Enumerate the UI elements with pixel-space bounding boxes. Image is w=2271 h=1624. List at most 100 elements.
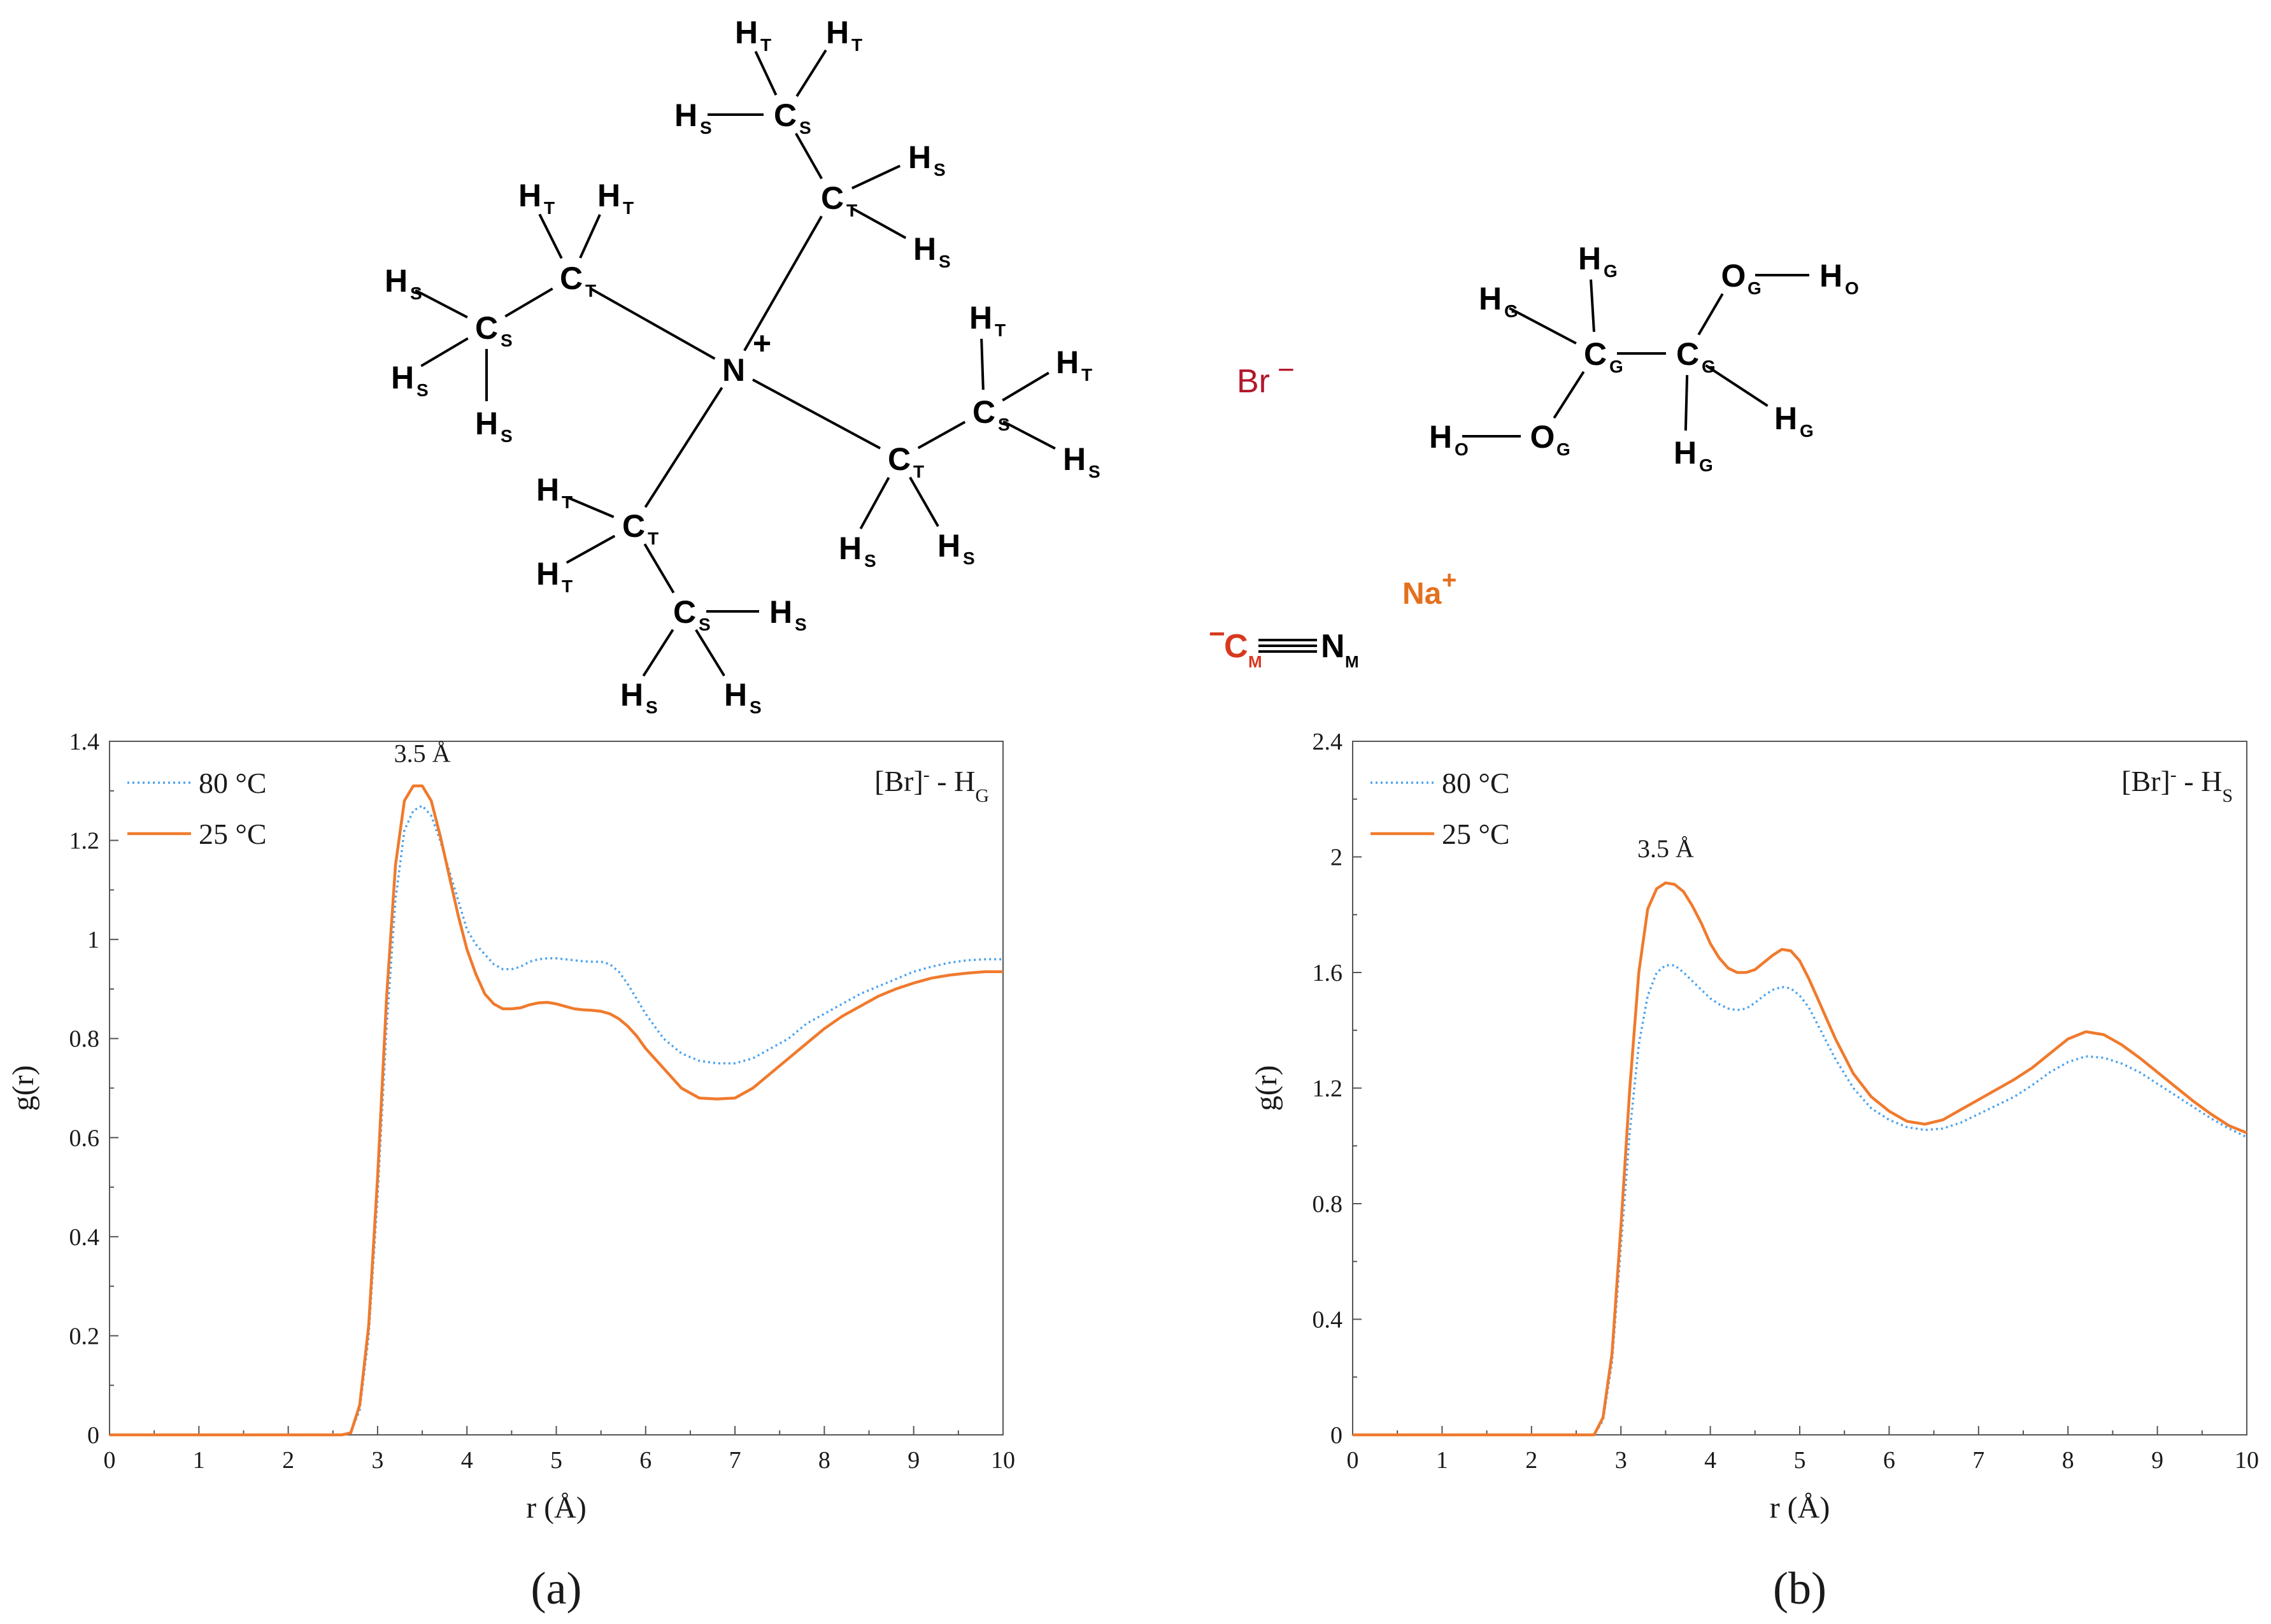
title-superscript: -	[2170, 764, 2177, 785]
title-superscript: -	[923, 764, 930, 785]
atom-symbol: H	[597, 178, 620, 213]
tetraethylammonium-cation: NC TC SH T H TH SH SH SC TC SH T H TH SH SH SC TC SH TH TH SH…	[385, 15, 1100, 717]
atom-symbol: H	[913, 231, 936, 267]
atom-subscript: S	[410, 283, 422, 303]
atom-subscript: G	[1748, 278, 1762, 298]
y-tick-label: 1.4	[69, 729, 100, 755]
y-tick-label: 0.4	[69, 1224, 100, 1251]
atom-symbol: H	[839, 531, 862, 566]
atom-subscript: S	[934, 160, 946, 180]
atom-subscript: S	[501, 331, 513, 350]
atom-subscript: T	[846, 201, 857, 220]
sodium-ion: Na +	[1402, 566, 1456, 611]
atom-symbol: H	[391, 360, 414, 395]
atom-symbol: C	[560, 260, 583, 296]
panel-label: (b)	[1773, 1563, 1826, 1614]
atom-subscript: G	[1504, 301, 1518, 321]
atom-symbol: O	[1530, 419, 1555, 455]
bond-line	[579, 214, 601, 259]
chart-panel-b: 0 1 2 3 4 5 6 7 8 9 10 0 0.4 0.8 1.2 1.6 2 2.4 r (Å) g(r) (b…	[1249, 729, 2259, 1614]
atom-symbol: H	[674, 97, 697, 133]
bond-line	[567, 496, 615, 518]
atom-symbol: H	[1056, 345, 1079, 380]
cyanide-nitrogen: N	[1321, 628, 1345, 665]
cyanide-charge: −	[1209, 618, 1225, 650]
atom-symbol: H	[385, 263, 408, 299]
y-tick-label: 1.2	[1313, 1076, 1343, 1102]
atom-symbol: C	[1676, 336, 1699, 372]
cyanide-carbon-subscript: M	[1248, 652, 1262, 671]
x-tick-label: 5	[1794, 1447, 1806, 1474]
sodium-charge: +	[1442, 566, 1456, 594]
atom-subscript: G	[1604, 261, 1618, 281]
atom-subscript: T	[562, 576, 573, 596]
atom-subscript: T	[585, 281, 596, 301]
atom-symbol: H	[518, 178, 541, 213]
x-tick-label: 3	[371, 1447, 383, 1474]
atom-symbol: H	[724, 677, 747, 713]
atom-symbol: H	[1429, 419, 1452, 455]
bond-line	[538, 213, 563, 259]
atom-subscript: T	[544, 198, 555, 218]
atom-symbol: H	[1674, 435, 1697, 471]
y-tick-label: 1.6	[1313, 960, 1343, 987]
y-tick-label: 0	[87, 1422, 99, 1449]
peak-annotation: 3.5 Å	[394, 739, 451, 767]
x-tick-label: 2	[1525, 1447, 1537, 1474]
atom-subscript: G	[1699, 455, 1713, 475]
x-tick-label: 1	[1436, 1447, 1448, 1474]
atom-symbol: H	[536, 472, 559, 508]
x-tick-label: 7	[729, 1447, 741, 1474]
x-axis-label: r (Å)	[526, 1491, 587, 1525]
series-line-80c	[1353, 964, 2247, 1436]
atom-subscript: T	[760, 35, 771, 55]
y-tick-label: 0.8	[69, 1026, 100, 1053]
atom-subscript: O	[1845, 278, 1859, 298]
atom-symbol: H	[1479, 281, 1502, 317]
bond-line	[980, 338, 985, 390]
x-tick-label: 8	[2062, 1447, 2074, 1474]
atom-subscript: S	[700, 118, 712, 138]
bond-line	[859, 476, 890, 530]
atom-symbol: C	[622, 508, 645, 544]
atom-symbol: H	[908, 139, 931, 175]
bond-line	[851, 164, 901, 190]
cation-charge: +	[753, 325, 771, 361]
cyanide-carbon: C	[1224, 628, 1248, 665]
cyanide-ion: −C M N M	[1209, 618, 1359, 671]
x-tick-label: 5	[550, 1447, 562, 1474]
atom-symbol: C	[774, 97, 797, 133]
x-tick-label: 0	[104, 1447, 116, 1474]
atom-symbol: H	[969, 300, 992, 336]
bond-line	[642, 629, 674, 677]
bond-line	[1002, 420, 1056, 450]
bond-line	[1509, 307, 1577, 345]
atom-subscript: T	[851, 35, 862, 55]
atom-symbol: H	[1819, 258, 1842, 294]
atom-symbol: H	[536, 556, 559, 592]
atom-subscript: T	[913, 462, 924, 481]
atom-symbol: H	[735, 15, 758, 50]
atom-symbol: C	[475, 310, 498, 346]
atom-symbol: H	[1063, 441, 1086, 477]
y-tick-label: 0.4	[1313, 1307, 1343, 1334]
atom-subscript: T	[648, 529, 659, 548]
y-axis-label: g(r)	[6, 1065, 40, 1111]
x-tick-label: 6	[639, 1447, 651, 1474]
